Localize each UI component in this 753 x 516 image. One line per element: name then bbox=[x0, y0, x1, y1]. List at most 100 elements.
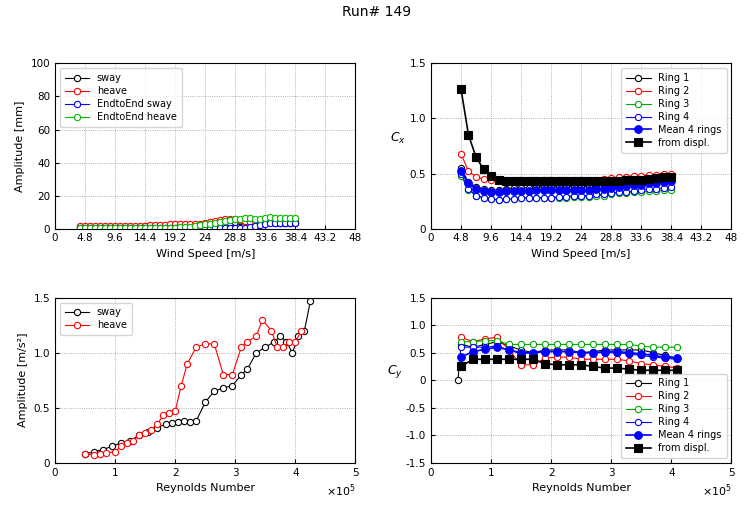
heave bbox=[135, 432, 144, 438]
Ring 3 bbox=[501, 196, 511, 202]
from displ. bbox=[471, 154, 480, 160]
EndtoEnd sway bbox=[130, 224, 139, 231]
EndtoEnd heave bbox=[126, 224, 135, 231]
heave bbox=[258, 317, 267, 323]
Mean 4 rings bbox=[577, 350, 586, 356]
Ring 4 bbox=[565, 348, 574, 354]
Line: Ring 4: Ring 4 bbox=[458, 343, 681, 362]
Ring 2 bbox=[577, 177, 586, 183]
EndtoEnd heave bbox=[261, 215, 270, 221]
sway bbox=[306, 298, 315, 304]
from displ. bbox=[622, 177, 631, 183]
heave bbox=[81, 451, 90, 457]
Ring 1 bbox=[637, 177, 646, 183]
sway bbox=[156, 223, 165, 229]
heave bbox=[130, 223, 139, 229]
Ring 3 bbox=[486, 196, 495, 202]
Ring 2 bbox=[601, 356, 610, 362]
Ring 4 bbox=[456, 344, 465, 350]
Mean 4 rings bbox=[486, 189, 495, 196]
Ring 1 bbox=[517, 347, 526, 353]
from displ. bbox=[479, 166, 488, 172]
Ring 2 bbox=[494, 177, 503, 183]
from displ. bbox=[456, 86, 465, 92]
heave bbox=[219, 372, 228, 378]
from displ. bbox=[652, 175, 661, 181]
heave bbox=[159, 412, 168, 418]
Ring 1 bbox=[492, 338, 501, 345]
EndtoEnd sway bbox=[96, 224, 105, 231]
EndtoEnd sway bbox=[90, 224, 99, 231]
from displ. bbox=[562, 178, 571, 184]
Ring 2 bbox=[539, 177, 548, 183]
heave bbox=[271, 218, 280, 224]
sway bbox=[105, 224, 114, 230]
Ring 3 bbox=[584, 194, 593, 200]
sway bbox=[90, 224, 99, 230]
Ring 3 bbox=[541, 342, 550, 348]
sway bbox=[171, 223, 180, 229]
Line: Ring 1: Ring 1 bbox=[458, 165, 675, 193]
heave bbox=[151, 222, 160, 228]
sway bbox=[216, 221, 225, 228]
Ring 1 bbox=[666, 173, 675, 179]
heave bbox=[129, 438, 138, 444]
Ring 2 bbox=[486, 177, 495, 183]
Ring 2 bbox=[479, 176, 488, 182]
EndtoEnd sway bbox=[101, 224, 110, 231]
EndtoEnd heave bbox=[251, 216, 260, 222]
heave bbox=[96, 451, 105, 457]
EndtoEnd heave bbox=[236, 216, 245, 222]
Line: heave: heave bbox=[82, 316, 304, 458]
EndtoEnd heave bbox=[181, 224, 190, 230]
from displ. bbox=[464, 132, 473, 138]
Ring 4 bbox=[486, 196, 495, 202]
heave bbox=[117, 443, 126, 449]
Ring 4 bbox=[517, 351, 526, 357]
Mean 4 rings bbox=[501, 188, 511, 194]
heave bbox=[90, 452, 99, 458]
Ring 2 bbox=[547, 177, 556, 183]
EndtoEnd heave bbox=[111, 224, 120, 231]
EndtoEnd sway bbox=[211, 224, 220, 231]
sway bbox=[261, 219, 270, 225]
from displ. bbox=[649, 367, 658, 374]
EndtoEnd sway bbox=[160, 224, 169, 231]
Ring 2 bbox=[660, 170, 669, 176]
Ring 1 bbox=[649, 350, 658, 356]
Ring 4 bbox=[479, 195, 488, 201]
Ring 4 bbox=[661, 355, 670, 361]
sway bbox=[291, 220, 300, 226]
heave bbox=[123, 440, 132, 446]
Mean 4 rings bbox=[456, 354, 465, 360]
Line: Mean 4 rings: Mean 4 rings bbox=[457, 343, 681, 362]
from displ. bbox=[577, 178, 586, 184]
EndtoEnd sway bbox=[186, 224, 195, 231]
Ring 1 bbox=[471, 184, 480, 190]
heave bbox=[273, 344, 282, 350]
EndtoEnd heave bbox=[86, 224, 95, 231]
from displ. bbox=[501, 178, 511, 184]
from displ. bbox=[517, 356, 526, 362]
from displ. bbox=[592, 178, 601, 184]
sway bbox=[230, 219, 239, 225]
Ring 3 bbox=[607, 191, 616, 198]
EndtoEnd sway bbox=[166, 224, 175, 231]
Ring 2 bbox=[456, 334, 465, 341]
EndtoEnd heave bbox=[245, 215, 255, 221]
Ring 3 bbox=[637, 189, 646, 196]
EndtoEnd sway bbox=[256, 222, 265, 228]
sway bbox=[201, 222, 210, 229]
from displ. bbox=[529, 356, 538, 362]
sway bbox=[251, 219, 260, 225]
sway bbox=[186, 419, 195, 425]
sway bbox=[256, 219, 265, 225]
Mean 4 rings bbox=[554, 187, 563, 193]
Ring 3 bbox=[547, 195, 556, 201]
EndtoEnd sway bbox=[120, 224, 130, 231]
sway bbox=[116, 224, 125, 230]
Ring 4 bbox=[494, 197, 503, 203]
Ring 1 bbox=[625, 347, 634, 353]
heave bbox=[156, 222, 165, 228]
sway bbox=[120, 224, 130, 230]
